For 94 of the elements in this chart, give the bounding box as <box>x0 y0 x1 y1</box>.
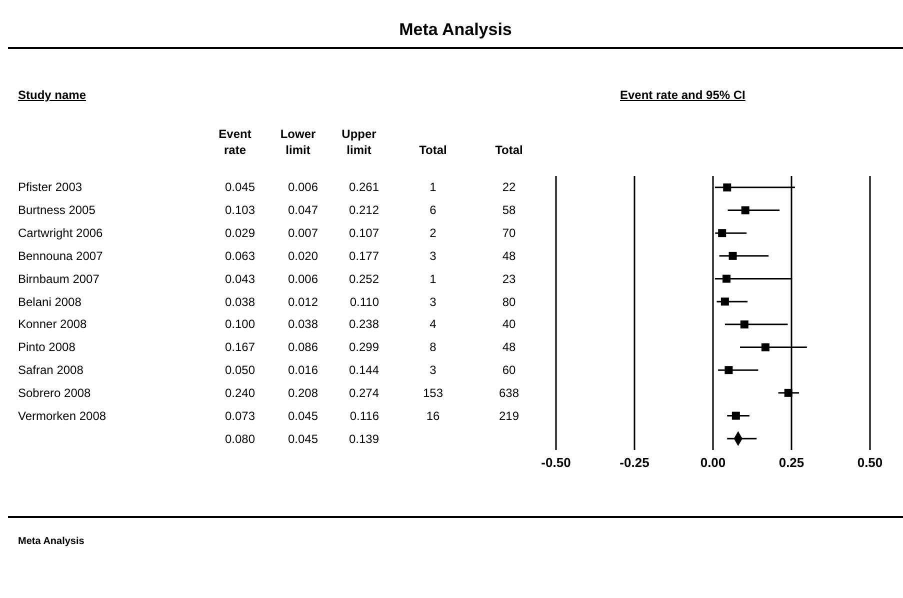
text: Study name <box>18 88 86 102</box>
text: 8 <box>428 339 438 356</box>
point <box>728 252 737 260</box>
text: 0.177 <box>348 248 379 264</box>
text: 0.299 <box>348 339 379 356</box>
text: Event rate and 95% CI <box>620 88 746 102</box>
text: 3 <box>428 294 438 310</box>
text: 0.038 <box>286 316 318 332</box>
text: 0.208 <box>286 384 318 401</box>
text: 0.045 <box>224 179 255 196</box>
point <box>724 366 733 374</box>
text: 3 <box>428 362 438 378</box>
text: 3 <box>428 248 438 264</box>
text: 0.038 <box>224 294 255 310</box>
text: Total <box>494 142 524 158</box>
text: 0.238 <box>348 316 379 332</box>
text: Event rate <box>218 126 252 158</box>
text: Upper limit <box>340 126 378 158</box>
x-tick-label: 0.00 <box>700 455 726 470</box>
text: Meta Analysis <box>18 536 84 547</box>
text: 60 <box>501 362 517 378</box>
text: 0.045 <box>286 408 318 424</box>
text: 0.261 <box>348 179 379 196</box>
text: 48 <box>501 339 517 356</box>
text: 0.016 <box>286 362 318 378</box>
text: 23 <box>501 270 517 287</box>
text: 0.116 <box>348 408 379 424</box>
text: 70 <box>501 225 517 242</box>
text: 0.020 <box>286 248 318 264</box>
text: 0.100 <box>224 316 255 332</box>
text: Lower limit <box>279 126 317 158</box>
text: Cartwright 2006 <box>18 225 103 242</box>
point <box>720 298 729 306</box>
text: 0.050 <box>224 362 255 378</box>
text: 0.144 <box>348 362 379 378</box>
text: 16 <box>425 408 441 424</box>
text: 1 <box>428 179 438 196</box>
text: 0.043 <box>224 270 255 287</box>
text: Belani 2008 <box>18 294 82 310</box>
text: 80 <box>501 294 517 310</box>
text: 0.107 <box>348 225 379 242</box>
text: 0.047 <box>286 202 318 218</box>
point <box>722 274 730 283</box>
text: 58 <box>501 202 517 218</box>
text: 0.007 <box>286 225 318 242</box>
text: 153 <box>422 384 444 401</box>
text: Pfister 2003 <box>18 179 82 196</box>
text: 0.167 <box>224 339 255 356</box>
text: 1 <box>428 270 438 287</box>
text: 0.103 <box>224 202 255 218</box>
text: 4 <box>428 316 438 332</box>
text: 0.212 <box>348 202 379 218</box>
text: 0.073 <box>224 408 255 424</box>
x-tick-label: -0.50 <box>541 455 571 470</box>
text: 0.240 <box>224 384 255 401</box>
text: 638 <box>498 384 520 401</box>
text: 0.252 <box>348 270 379 287</box>
x-tick-label: -0.25 <box>620 455 650 470</box>
text: 2 <box>428 225 438 242</box>
text: Pinto 2008 <box>18 339 76 356</box>
text: 0.045 <box>286 430 318 447</box>
text: 0.029 <box>224 225 255 242</box>
text: 0.012 <box>286 294 318 310</box>
text: Bennouna 2007 <box>18 248 103 264</box>
text: Sobrero 2008 <box>18 384 91 401</box>
text: Vermorken 2008 <box>18 408 106 424</box>
text: Konner 2008 <box>18 316 87 332</box>
text: 40 <box>501 316 517 332</box>
x-tick-label: 0.25 <box>778 455 804 470</box>
text: Safran 2008 <box>18 362 84 378</box>
text: Birnbaum 2007 <box>18 270 100 287</box>
text: 219 <box>498 408 520 424</box>
text: Burtness 2005 <box>18 202 96 218</box>
text: 0.086 <box>286 339 318 356</box>
text: Meta Analysis <box>398 20 513 40</box>
text: 0.006 <box>286 270 318 287</box>
point <box>723 183 732 192</box>
text: 22 <box>501 179 517 196</box>
x-tick-label: 0.50 <box>857 455 883 470</box>
text: 6 <box>428 202 438 218</box>
point <box>761 343 770 352</box>
point <box>732 412 740 420</box>
point <box>741 206 750 214</box>
point <box>740 320 748 328</box>
text: 0.080 <box>224 430 255 447</box>
point <box>718 229 726 238</box>
text: 0.006 <box>286 179 318 196</box>
text: 0.274 <box>348 384 379 401</box>
text: 0.139 <box>348 430 379 447</box>
text: 0.110 <box>348 294 379 310</box>
text: 48 <box>501 248 517 264</box>
text: 0.063 <box>224 248 255 264</box>
text: Total <box>418 142 448 158</box>
point <box>784 388 792 397</box>
